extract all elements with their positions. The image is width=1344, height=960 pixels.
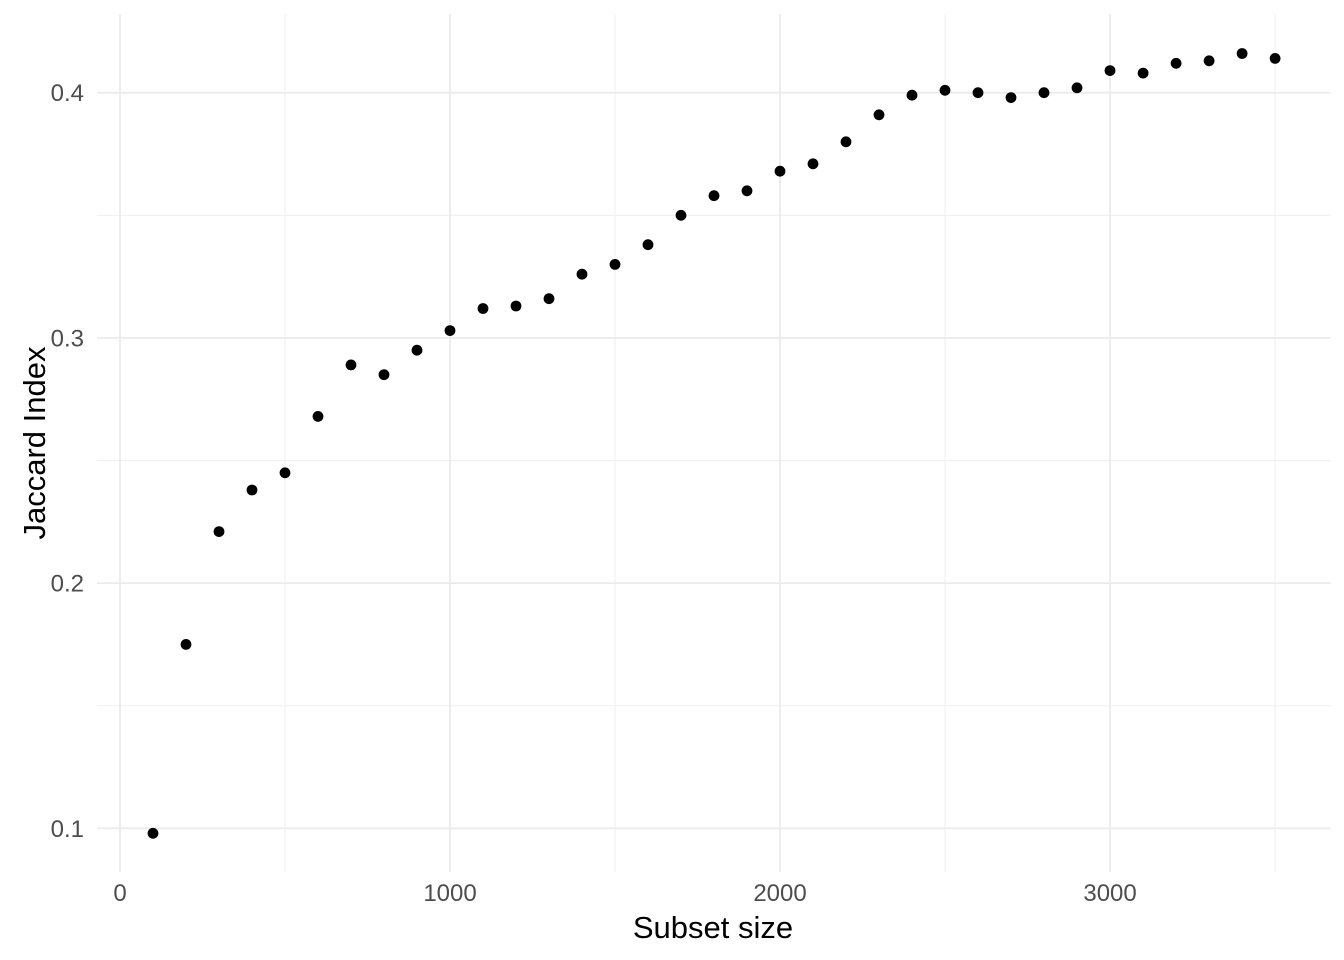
- data-point: [1269, 53, 1281, 64]
- data-point: [576, 268, 588, 280]
- data-point: [1071, 82, 1083, 94]
- data-point: [1104, 65, 1116, 76]
- data-point: [1236, 48, 1248, 59]
- x-tick-labels: 0 1000 2000 3000: [113, 880, 1136, 907]
- data-point: [213, 526, 225, 537]
- data-point: [1137, 67, 1149, 79]
- x-axis-title: Subset size: [633, 910, 793, 945]
- data-point: [840, 136, 852, 148]
- y-tick-label: 0.3: [51, 325, 84, 352]
- data-point: [1038, 87, 1050, 99]
- data-point: [444, 325, 456, 336]
- data-point: [147, 827, 159, 839]
- data-point: [279, 467, 291, 479]
- data-point: [543, 293, 555, 305]
- data-point: [1005, 92, 1017, 103]
- data-point: [906, 89, 918, 101]
- data-point: [246, 484, 258, 496]
- data-point: [873, 109, 885, 121]
- x-tick-label: 3000: [1083, 880, 1136, 907]
- data-point: [972, 87, 984, 99]
- data-point: [708, 190, 720, 202]
- data-point: [312, 411, 324, 422]
- gridlines-minor: [96, 14, 1331, 872]
- data-point: [1203, 55, 1215, 67]
- gridlines-major: [96, 14, 1331, 872]
- y-tick-label: 0.4: [51, 80, 84, 107]
- y-tick-label: 0.2: [51, 571, 84, 598]
- x-tick-label: 1000: [423, 880, 476, 907]
- data-point: [378, 369, 390, 381]
- data-point: [477, 303, 489, 314]
- data-point: [411, 344, 423, 356]
- x-tick-label: 0: [113, 880, 126, 907]
- data-point: [510, 300, 522, 312]
- data-point: [345, 359, 357, 371]
- data-points: [147, 48, 1281, 839]
- data-point: [807, 158, 819, 170]
- y-axis-title: Jaccard Index: [17, 346, 52, 539]
- data-point: [180, 639, 192, 650]
- x-tick-label: 2000: [753, 880, 806, 907]
- data-point: [609, 259, 621, 270]
- data-point: [939, 84, 951, 96]
- data-point: [741, 185, 753, 197]
- data-point: [774, 165, 786, 177]
- y-tick-labels: 0.1 0.2 0.3 0.4: [51, 80, 84, 843]
- y-tick-label: 0.1: [51, 816, 84, 843]
- data-point: [675, 209, 687, 221]
- data-point: [1170, 57, 1182, 69]
- data-point: [642, 239, 654, 251]
